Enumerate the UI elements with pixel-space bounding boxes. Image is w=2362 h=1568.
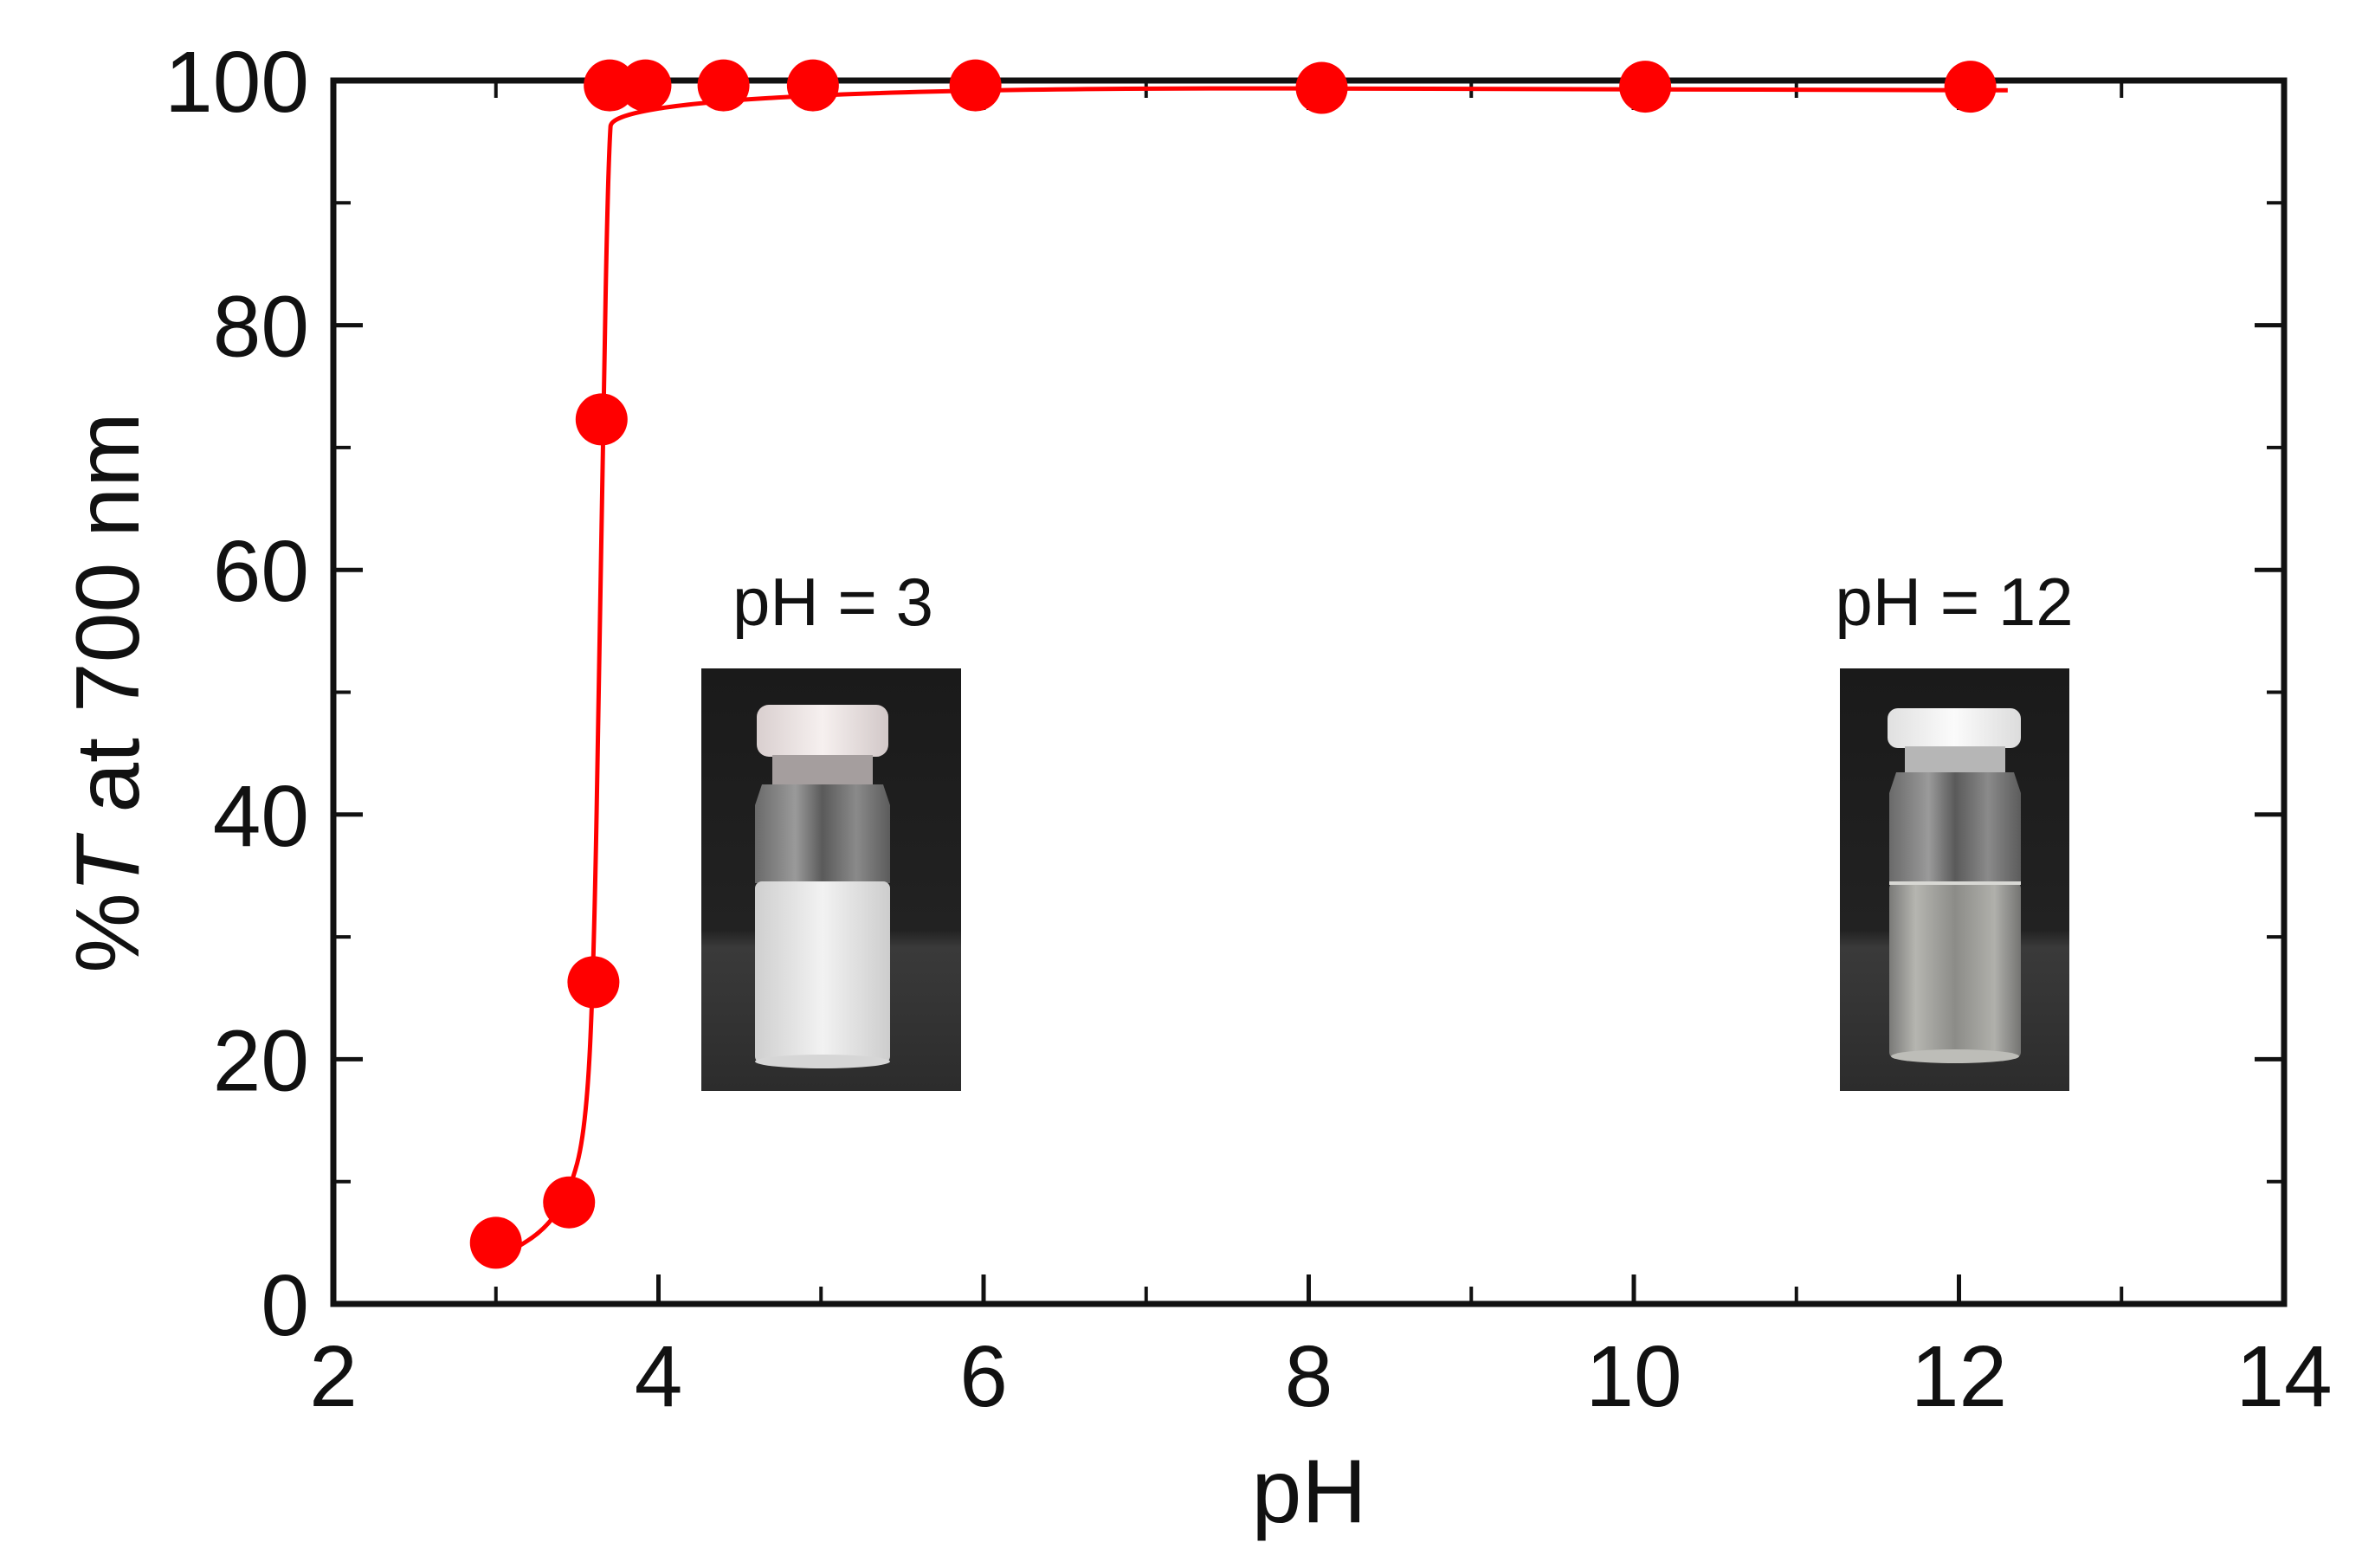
turbid-vial-photo	[701, 668, 961, 1091]
x-tick-label-4: 4	[635, 1328, 683, 1425]
x-tick-label-10: 10	[1585, 1328, 1681, 1425]
data-point-7	[786, 59, 839, 112]
data-point-4	[584, 59, 636, 112]
y-tick-label-80: 80	[213, 279, 309, 376]
y-axis-title-prefix: %	[58, 893, 158, 972]
x-tick-label-8: 8	[1285, 1328, 1333, 1425]
data-point-8	[949, 59, 1002, 112]
y-tick-label-40: 40	[213, 768, 309, 865]
y-tick-labels: 0 20 40 60 80 100	[165, 34, 309, 1354]
data-point-6	[697, 59, 750, 112]
x-tick-label-14: 14	[2236, 1328, 2332, 1425]
x-tick-label-12: 12	[1911, 1328, 2007, 1425]
y-tick-label-0: 0	[261, 1257, 309, 1354]
y-axis-title-variable: T	[58, 832, 158, 893]
data-point-9	[1295, 61, 1348, 114]
data-point-10	[1619, 61, 1672, 113]
x-tick-label-2: 2	[309, 1328, 358, 1425]
x-tick-labels: 2 4 6 8 10 12 14	[309, 1328, 2332, 1425]
data-points-layer	[469, 59, 1997, 1269]
x-axis-title: pH	[1252, 1442, 1367, 1542]
y-axis-title: %T at 700 nm	[58, 412, 158, 972]
data-point-3	[575, 393, 628, 446]
data-point-1	[543, 1176, 596, 1229]
data-point-2	[567, 956, 620, 1009]
y-tick-label-60: 60	[213, 523, 309, 620]
clear-vial-photo	[1840, 668, 2069, 1091]
y-tick-label-100: 100	[165, 34, 309, 131]
annotation-ph3: pH = 3	[732, 564, 933, 640]
data-point-0	[469, 1216, 522, 1269]
vial-photos	[701, 668, 2069, 1091]
annotation-ph12: pH = 12	[1835, 564, 2073, 640]
y-axis-title-suffix: at 700 nm	[58, 412, 158, 837]
data-point-5	[619, 59, 672, 112]
data-point-11	[1944, 61, 1997, 113]
y-tick-label-20: 20	[213, 1012, 309, 1109]
inset-labels: pH = 3 pH = 12	[732, 564, 2074, 640]
x-tick-label-6: 6	[959, 1328, 1008, 1425]
